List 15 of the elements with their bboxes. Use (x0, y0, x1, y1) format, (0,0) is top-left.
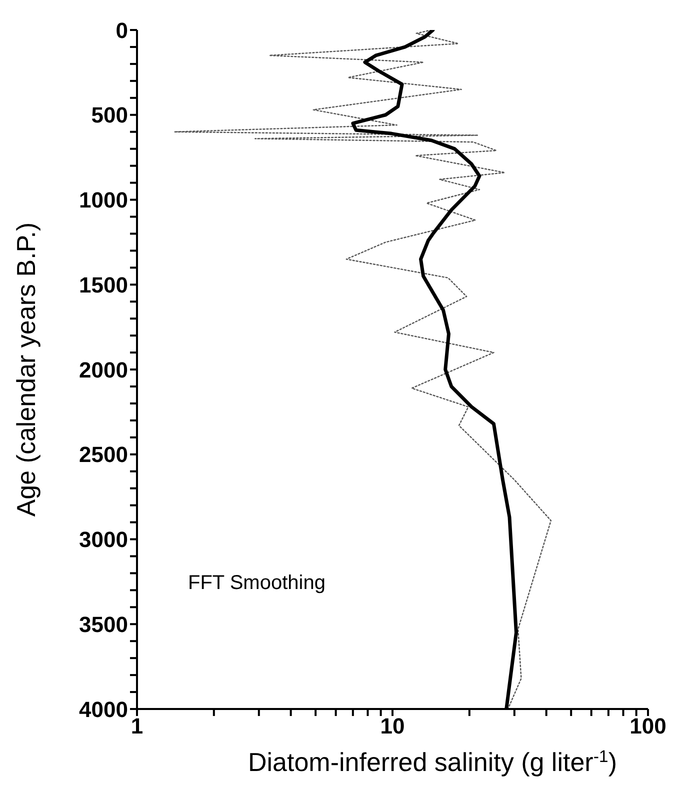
x-tick-label: 10 (380, 714, 405, 739)
y-tick-label: 2000 (79, 357, 128, 382)
y-tick-label: 3500 (79, 612, 128, 637)
y-tick-label: 1500 (79, 272, 128, 298)
y-tick-label: 1000 (79, 188, 128, 213)
y-tick-label: 0 (116, 18, 128, 43)
y-tick-label: 2500 (79, 442, 128, 468)
annotation: FFT Smoothing (188, 572, 326, 594)
y-tick-label: 3000 (79, 527, 128, 552)
x-tick-label: 1 (130, 714, 144, 739)
x-axis-title: Diatom-inferred salinity (g liter$^{-1}$) (248, 746, 618, 777)
y-tick-label: 4000 (79, 696, 128, 722)
x-tick-label: 100 (630, 714, 666, 739)
y-axis-title: Age (calendar years B.P.) (11, 222, 42, 517)
y-tick-label: 500 (91, 102, 128, 128)
